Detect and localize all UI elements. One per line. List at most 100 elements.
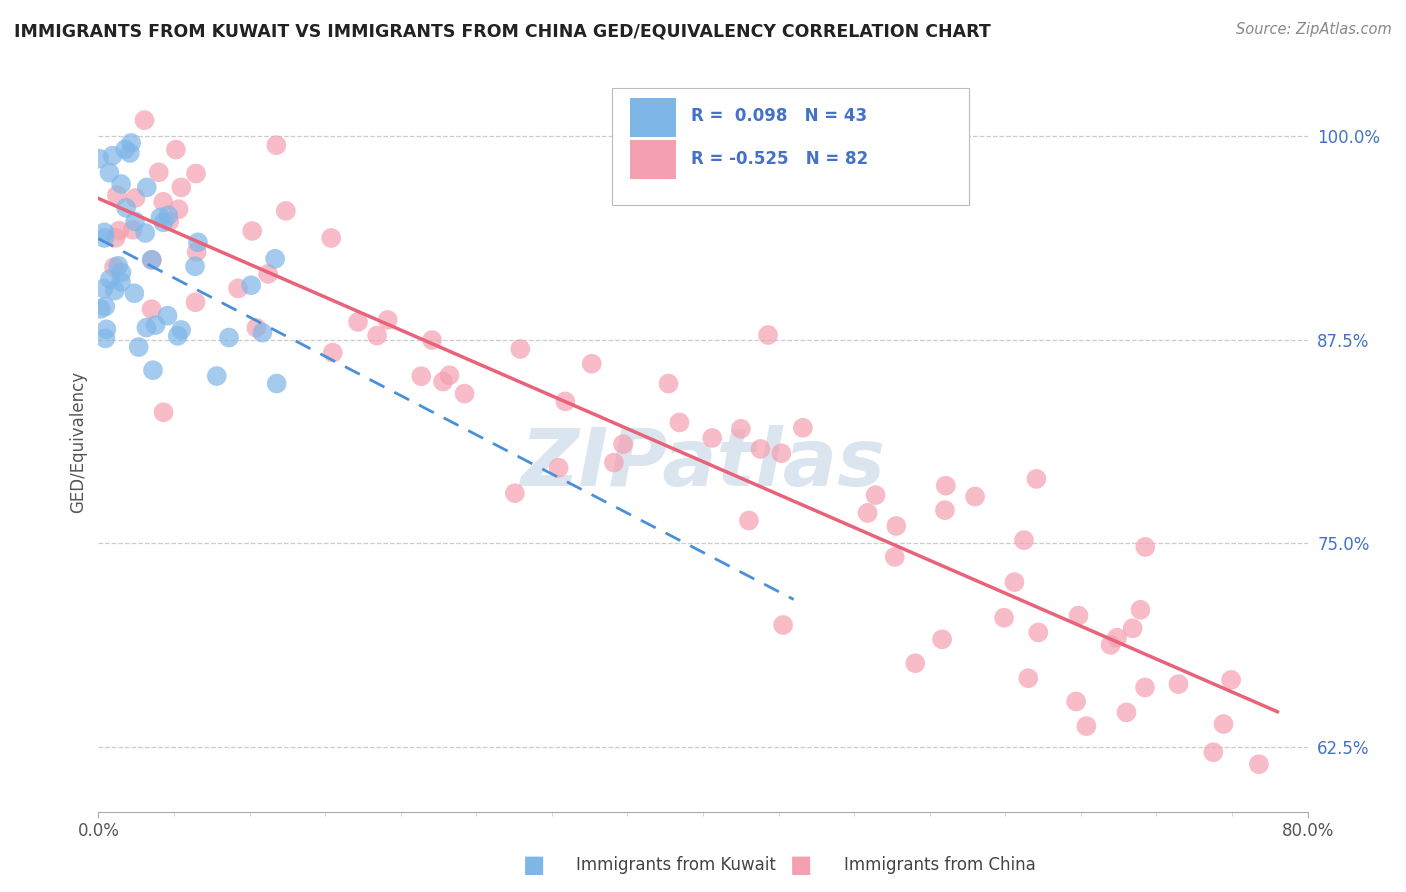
Point: [157, 214, 180, 228]
Point: [118, 145, 141, 160]
Point: [1167, 677, 1189, 691]
Point: [668, 416, 690, 430]
Point: [93, 281, 115, 295]
Point: [865, 488, 887, 502]
Point: [107, 259, 129, 273]
Point: [89, 152, 111, 166]
Point: [612, 437, 634, 451]
Point: [141, 252, 163, 267]
Point: [730, 422, 752, 436]
Point: [145, 318, 167, 332]
Point: [366, 328, 388, 343]
Point: [1099, 638, 1122, 652]
Point: [347, 315, 370, 329]
Point: [1129, 603, 1152, 617]
Point: [792, 421, 814, 435]
Point: [1247, 757, 1270, 772]
Point: [104, 284, 127, 298]
Text: IMMIGRANTS FROM KUWAIT VS IMMIGRANTS FROM CHINA GED/EQUIVALENCY CORRELATION CHAR: IMMIGRANTS FROM KUWAIT VS IMMIGRANTS FRO…: [14, 22, 991, 40]
Point: [93, 231, 115, 245]
Point: [157, 208, 180, 222]
Point: [124, 214, 146, 228]
Point: [240, 224, 263, 238]
Point: [105, 188, 128, 202]
Point: [1067, 608, 1090, 623]
Point: [120, 136, 142, 150]
Point: [124, 191, 146, 205]
Point: [266, 138, 288, 153]
Point: [218, 330, 240, 344]
Point: [101, 148, 124, 162]
Point: [503, 486, 526, 500]
Point: [883, 549, 905, 564]
Point: [1028, 625, 1050, 640]
Point: [110, 266, 132, 280]
Point: [124, 286, 146, 301]
Point: [1115, 706, 1137, 720]
Point: [603, 456, 626, 470]
Point: [411, 369, 433, 384]
Text: Immigrants from Kuwait: Immigrants from Kuwait: [576, 856, 776, 874]
Text: ■: ■: [523, 854, 546, 877]
Point: [110, 177, 132, 191]
Point: [322, 345, 344, 359]
Point: [94, 300, 117, 314]
Point: [581, 357, 603, 371]
Point: [110, 275, 132, 289]
Point: [420, 333, 443, 347]
Text: ■: ■: [790, 854, 813, 877]
Point: [149, 211, 172, 225]
Point: [245, 321, 267, 335]
Point: [226, 281, 249, 295]
Point: [184, 260, 207, 274]
Point: [156, 309, 179, 323]
Point: [1002, 575, 1025, 590]
Point: [1212, 717, 1234, 731]
FancyBboxPatch shape: [630, 98, 676, 136]
Point: [935, 479, 957, 493]
Point: [772, 618, 794, 632]
Point: [257, 267, 280, 281]
Point: [554, 394, 576, 409]
FancyBboxPatch shape: [613, 87, 969, 204]
Point: [1012, 533, 1035, 548]
Point: [884, 519, 907, 533]
Point: [167, 202, 190, 217]
Point: [266, 376, 288, 391]
Point: [439, 368, 461, 383]
Point: [135, 180, 157, 194]
Point: [94, 331, 117, 345]
Point: [1202, 745, 1225, 759]
Point: [152, 194, 174, 209]
Text: ZIPatlas: ZIPatlas: [520, 425, 886, 503]
Point: [738, 513, 761, 527]
Point: [128, 340, 150, 354]
Point: [252, 326, 274, 340]
Point: [141, 253, 163, 268]
Point: [377, 313, 399, 327]
Point: [1025, 472, 1047, 486]
Point: [1076, 719, 1098, 733]
Point: [134, 113, 156, 128]
Point: [1064, 694, 1087, 708]
Point: [547, 460, 569, 475]
Point: [1122, 621, 1144, 635]
Point: [904, 657, 927, 671]
Point: [432, 375, 454, 389]
Point: [141, 302, 163, 317]
Point: [165, 143, 187, 157]
Point: [274, 203, 297, 218]
Point: [240, 278, 263, 293]
Point: [90, 301, 112, 316]
Point: [770, 446, 793, 460]
Point: [121, 223, 143, 237]
Point: [108, 224, 131, 238]
Text: R =  0.098   N = 43: R = 0.098 N = 43: [690, 107, 868, 125]
Point: [1133, 681, 1156, 695]
Point: [114, 142, 136, 156]
Point: [1135, 540, 1157, 554]
Point: [98, 272, 121, 286]
Point: [264, 252, 287, 266]
Point: [184, 167, 207, 181]
Point: [1220, 673, 1243, 687]
